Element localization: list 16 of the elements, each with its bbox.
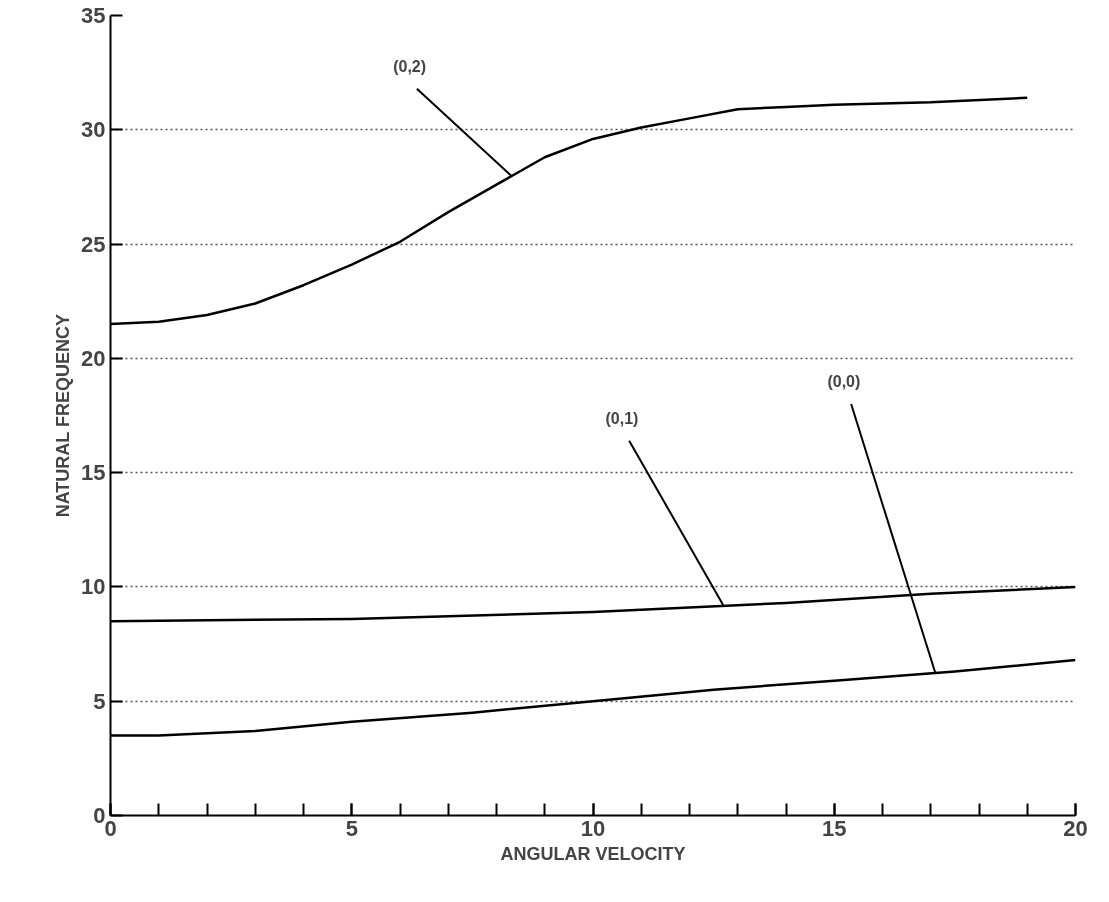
y-axis-title: NATURAL FREQUENCY bbox=[53, 313, 74, 518]
y-tick-label: 5 bbox=[93, 688, 106, 714]
y-tick-label: 25 bbox=[81, 231, 106, 257]
y-tick-label: 20 bbox=[81, 345, 106, 371]
x-tick-label: 20 bbox=[1063, 815, 1088, 841]
y-tick-label: 10 bbox=[81, 574, 106, 600]
annotation: (0,2) bbox=[393, 57, 427, 75]
y-tick-label: 15 bbox=[81, 460, 106, 486]
annotation: (0,1) bbox=[605, 409, 639, 427]
x-tick-label: 15 bbox=[822, 815, 847, 841]
annotation: (0,0) bbox=[827, 373, 861, 391]
y-tick-label: 35 bbox=[81, 3, 106, 28]
x-axis-title: ANGULAR VELOCITY bbox=[500, 843, 686, 864]
x-tick-label: 10 bbox=[580, 815, 606, 841]
x-tick-label: 5 bbox=[345, 815, 358, 841]
y-tick-label: 30 bbox=[81, 117, 106, 143]
